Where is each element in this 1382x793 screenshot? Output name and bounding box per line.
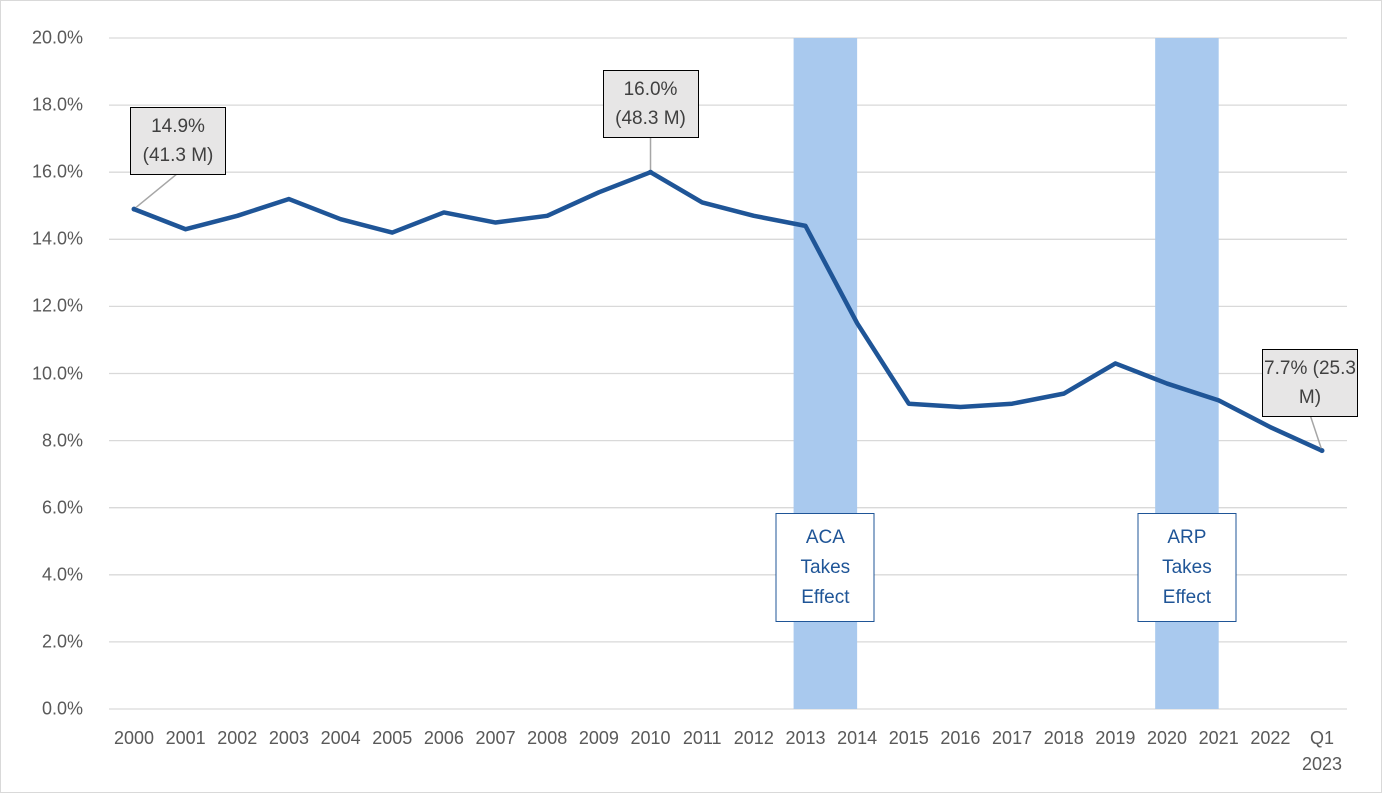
y-tick-label: 6.0% <box>41 497 83 518</box>
x-tick-label: 2016 <box>940 728 981 748</box>
data-label: 16.0% (48.3 M) <box>602 70 699 139</box>
x-tick-label: 2000 <box>113 728 155 748</box>
x-tick-label: 2011 <box>682 728 722 748</box>
y-tick-label: 20.0% <box>31 27 83 48</box>
x-tick-label: 2015 <box>888 728 929 748</box>
x-tick-label: 2006 <box>423 728 464 748</box>
x-tick-label: 2001 <box>165 728 206 748</box>
leader-line <box>1309 414 1323 451</box>
y-tick-label: 0.0% <box>41 698 83 719</box>
x-tick-label: 2017 <box>992 728 1033 748</box>
series-line <box>133 169 1323 453</box>
y-tick-label: 14.0% <box>31 228 83 249</box>
data-label: 14.9% (41.3 M) <box>130 107 226 176</box>
x-tick-label: Q1 2023 <box>1301 728 1343 774</box>
x-tick-label: 2010 <box>630 728 671 748</box>
y-tick-label: 2.0% <box>41 631 83 652</box>
region-label: ARP Takes Effect <box>1137 513 1237 622</box>
data-point <box>1319 448 1325 454</box>
data-point <box>131 206 137 212</box>
x-tick-label: 2020 <box>1147 728 1188 748</box>
x-tick-label: 2021 <box>1198 728 1239 748</box>
x-tick-label: 2009 <box>578 728 619 748</box>
x-tick-label: 2018 <box>1043 728 1084 748</box>
leader-line <box>133 172 179 210</box>
x-tick-label: 2004 <box>320 728 361 748</box>
y-tick-label: 10.0% <box>31 363 83 383</box>
region-label: ACA Takes Effect <box>775 513 875 622</box>
y-tick-label: 8.0% <box>41 430 83 451</box>
x-tick-label: 2012 <box>733 728 774 748</box>
x-tick-label: 2003 <box>268 728 309 748</box>
x-tick-label: 2007 <box>475 728 516 748</box>
y-tick-label: 18.0% <box>31 94 83 115</box>
data-label: 7.7% (25.3 M) <box>1262 348 1358 417</box>
y-tick-label: 4.0% <box>41 564 83 585</box>
x-tick-label: 2002 <box>217 728 258 748</box>
y-tick-label: 16.0% <box>31 161 83 182</box>
x-tick-label: 2008 <box>527 728 568 748</box>
data-point <box>648 169 654 175</box>
x-tick-label: 2022 <box>1250 728 1291 748</box>
x-tick-label: 2014 <box>837 728 878 748</box>
x-tick-label: 2005 <box>372 728 413 748</box>
x-tick-label: 2019 <box>1095 728 1136 748</box>
x-tick-label: 2013 <box>785 728 826 748</box>
y-tick-label: 12.0% <box>31 295 83 316</box>
